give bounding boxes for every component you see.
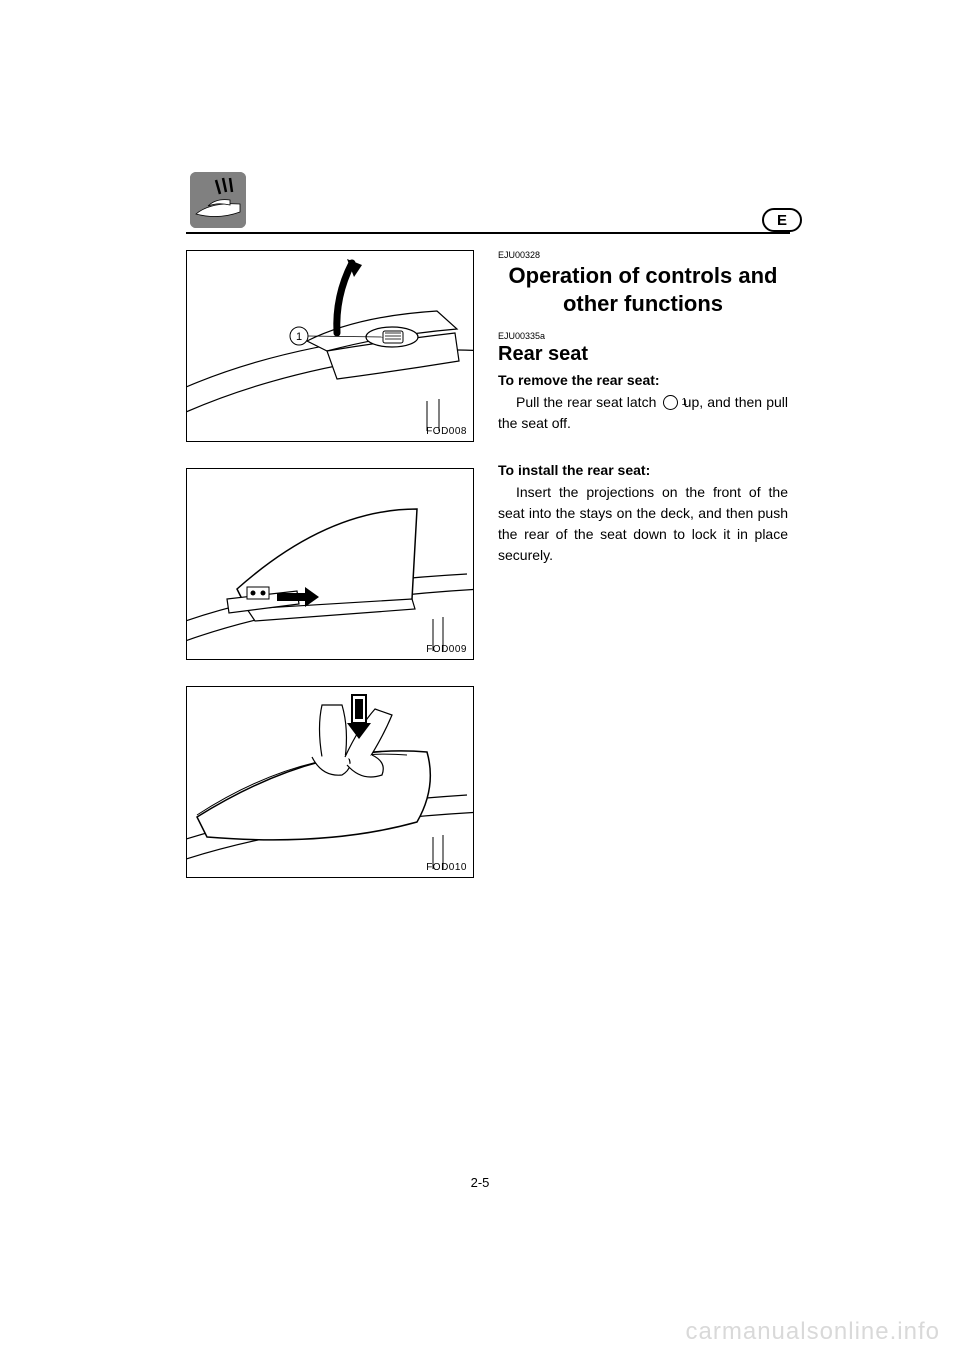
doc-code-2: EJU00335a [498, 331, 788, 341]
header-rule [186, 232, 790, 234]
section-title: Rear seat [498, 343, 788, 366]
callout-1: 1 [663, 395, 678, 410]
manual-page: E 1 FOD008 [0, 0, 960, 1358]
watermark: carmanualsonline.info [686, 1318, 940, 1346]
watercraft-icon [190, 172, 246, 228]
figure-1-svg: 1 [187, 251, 474, 442]
title-line-1: Operation of controls and [509, 263, 778, 288]
figure-2-label: FOD009 [426, 644, 467, 655]
chapter-icon [190, 172, 246, 228]
language-badge-text: E [777, 212, 787, 229]
figure-1-label: FOD008 [426, 426, 467, 437]
remove-heading: To remove the rear seat: [498, 372, 788, 388]
doc-code-1: EJU00328 [498, 250, 788, 260]
figure-3-svg [187, 687, 474, 878]
remove-text-a: Pull the rear seat latch [516, 394, 661, 410]
title-line-2: other functions [563, 291, 723, 316]
figure-2: FOD009 [186, 468, 474, 660]
figure-2-svg [187, 469, 474, 660]
install-heading: To install the rear seat: [498, 462, 788, 478]
figure-1: 1 FOD008 [186, 250, 474, 442]
svg-text:1: 1 [296, 331, 302, 343]
page-number: 2-5 [0, 1175, 960, 1190]
install-text: Insert the projections on the front of t… [498, 482, 788, 566]
figure-3-label: FOD010 [426, 862, 467, 873]
language-badge: E [762, 208, 802, 232]
page-title: Operation of controls and other function… [498, 262, 788, 317]
text-column: EJU00328 Operation of controls and other… [498, 250, 788, 566]
remove-text: Pull the rear seat latch 1 up, and then … [498, 392, 788, 434]
figure-3: FOD010 [186, 686, 474, 878]
